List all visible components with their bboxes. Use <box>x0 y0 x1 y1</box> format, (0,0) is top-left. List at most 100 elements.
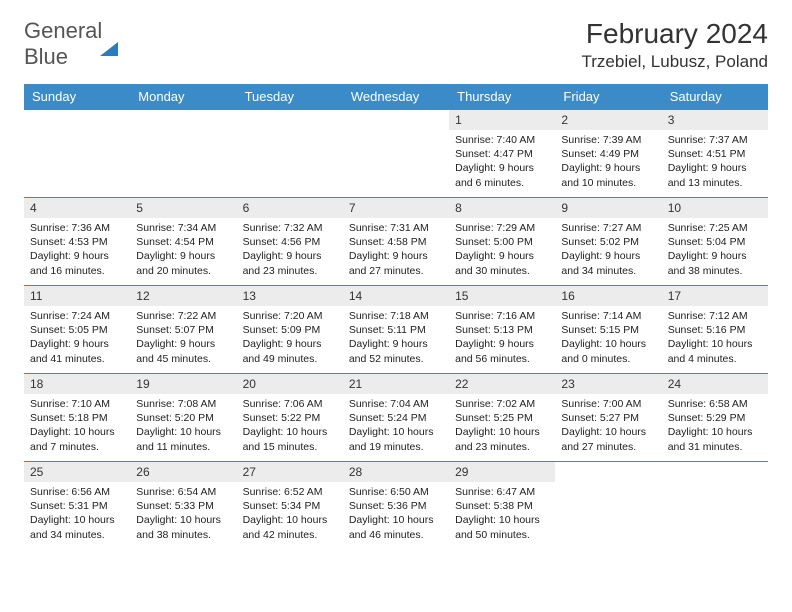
day-details: Sunrise: 7:40 AMSunset: 4:47 PMDaylight:… <box>449 130 555 196</box>
calendar-day-cell: 5Sunrise: 7:34 AMSunset: 4:54 PMDaylight… <box>130 198 236 286</box>
day-number: 1 <box>449 110 555 130</box>
calendar-day-cell <box>237 110 343 198</box>
day-number: 5 <box>130 198 236 218</box>
day-details: Sunrise: 7:10 AMSunset: 5:18 PMDaylight:… <box>24 394 130 460</box>
day-details: Sunrise: 7:16 AMSunset: 5:13 PMDaylight:… <box>449 306 555 372</box>
day-details: Sunrise: 7:20 AMSunset: 5:09 PMDaylight:… <box>237 306 343 372</box>
day-details: Sunrise: 7:04 AMSunset: 5:24 PMDaylight:… <box>343 394 449 460</box>
day-number: 20 <box>237 374 343 394</box>
page-title: February 2024 <box>582 18 768 50</box>
calendar-week-row: 4Sunrise: 7:36 AMSunset: 4:53 PMDaylight… <box>24 198 768 286</box>
day-details: Sunrise: 7:00 AMSunset: 5:27 PMDaylight:… <box>555 394 661 460</box>
calendar-day-cell <box>555 462 661 550</box>
calendar-day-cell: 17Sunrise: 7:12 AMSunset: 5:16 PMDayligh… <box>662 286 768 374</box>
logo: General Blue <box>24 18 118 70</box>
logo-text-blue: Blue <box>24 44 68 69</box>
day-details: Sunrise: 7:34 AMSunset: 4:54 PMDaylight:… <box>130 218 236 284</box>
day-number: 2 <box>555 110 661 130</box>
day-details: Sunrise: 7:39 AMSunset: 4:49 PMDaylight:… <box>555 130 661 196</box>
day-details: Sunrise: 7:29 AMSunset: 5:00 PMDaylight:… <box>449 218 555 284</box>
calendar-day-cell <box>343 110 449 198</box>
day-number: 15 <box>449 286 555 306</box>
header: General Blue February 2024 Trzebiel, Lub… <box>24 18 768 72</box>
calendar-day-cell: 7Sunrise: 7:31 AMSunset: 4:58 PMDaylight… <box>343 198 449 286</box>
day-number: 11 <box>24 286 130 306</box>
calendar-day-cell: 28Sunrise: 6:50 AMSunset: 5:36 PMDayligh… <box>343 462 449 550</box>
weekday-header: Sunday <box>24 84 130 110</box>
weekday-header: Thursday <box>449 84 555 110</box>
location-text: Trzebiel, Lubusz, Poland <box>582 52 768 72</box>
calendar-day-cell: 11Sunrise: 7:24 AMSunset: 5:05 PMDayligh… <box>24 286 130 374</box>
day-number: 29 <box>449 462 555 482</box>
logo-text-gray: General <box>24 18 102 43</box>
day-number: 10 <box>662 198 768 218</box>
day-details: Sunrise: 7:02 AMSunset: 5:25 PMDaylight:… <box>449 394 555 460</box>
day-number: 6 <box>237 198 343 218</box>
day-number: 21 <box>343 374 449 394</box>
day-details: Sunrise: 7:22 AMSunset: 5:07 PMDaylight:… <box>130 306 236 372</box>
day-number: 13 <box>237 286 343 306</box>
calendar-day-cell: 22Sunrise: 7:02 AMSunset: 5:25 PMDayligh… <box>449 374 555 462</box>
calendar-day-cell: 6Sunrise: 7:32 AMSunset: 4:56 PMDaylight… <box>237 198 343 286</box>
day-number: 23 <box>555 374 661 394</box>
calendar-day-cell: 13Sunrise: 7:20 AMSunset: 5:09 PMDayligh… <box>237 286 343 374</box>
day-details: Sunrise: 6:56 AMSunset: 5:31 PMDaylight:… <box>24 482 130 548</box>
day-details: Sunrise: 6:50 AMSunset: 5:36 PMDaylight:… <box>343 482 449 548</box>
calendar-week-row: 1Sunrise: 7:40 AMSunset: 4:47 PMDaylight… <box>24 110 768 198</box>
day-number: 4 <box>24 198 130 218</box>
day-number: 24 <box>662 374 768 394</box>
day-number: 9 <box>555 198 661 218</box>
calendar-day-cell <box>130 110 236 198</box>
day-number: 18 <box>24 374 130 394</box>
calendar-day-cell: 1Sunrise: 7:40 AMSunset: 4:47 PMDaylight… <box>449 110 555 198</box>
day-details: Sunrise: 7:24 AMSunset: 5:05 PMDaylight:… <box>24 306 130 372</box>
calendar-day-cell: 9Sunrise: 7:27 AMSunset: 5:02 PMDaylight… <box>555 198 661 286</box>
day-details: Sunrise: 6:58 AMSunset: 5:29 PMDaylight:… <box>662 394 768 460</box>
calendar-day-cell: 18Sunrise: 7:10 AMSunset: 5:18 PMDayligh… <box>24 374 130 462</box>
weekday-header: Tuesday <box>237 84 343 110</box>
calendar-day-cell: 21Sunrise: 7:04 AMSunset: 5:24 PMDayligh… <box>343 374 449 462</box>
calendar-day-cell <box>662 462 768 550</box>
day-details: Sunrise: 7:36 AMSunset: 4:53 PMDaylight:… <box>24 218 130 284</box>
day-number: 28 <box>343 462 449 482</box>
calendar-week-row: 11Sunrise: 7:24 AMSunset: 5:05 PMDayligh… <box>24 286 768 374</box>
calendar-day-cell: 23Sunrise: 7:00 AMSunset: 5:27 PMDayligh… <box>555 374 661 462</box>
calendar-day-cell: 20Sunrise: 7:06 AMSunset: 5:22 PMDayligh… <box>237 374 343 462</box>
calendar-day-cell: 4Sunrise: 7:36 AMSunset: 4:53 PMDaylight… <box>24 198 130 286</box>
day-number: 14 <box>343 286 449 306</box>
day-number: 7 <box>343 198 449 218</box>
day-number: 16 <box>555 286 661 306</box>
day-number: 17 <box>662 286 768 306</box>
day-number: 12 <box>130 286 236 306</box>
weekday-header: Monday <box>130 84 236 110</box>
day-details: Sunrise: 7:37 AMSunset: 4:51 PMDaylight:… <box>662 130 768 196</box>
day-number: 8 <box>449 198 555 218</box>
calendar-day-cell: 12Sunrise: 7:22 AMSunset: 5:07 PMDayligh… <box>130 286 236 374</box>
calendar-day-cell: 8Sunrise: 7:29 AMSunset: 5:00 PMDaylight… <box>449 198 555 286</box>
calendar-day-cell: 3Sunrise: 7:37 AMSunset: 4:51 PMDaylight… <box>662 110 768 198</box>
weekday-header-row: SundayMondayTuesdayWednesdayThursdayFrid… <box>24 84 768 110</box>
day-details: Sunrise: 7:32 AMSunset: 4:56 PMDaylight:… <box>237 218 343 284</box>
calendar-day-cell: 16Sunrise: 7:14 AMSunset: 5:15 PMDayligh… <box>555 286 661 374</box>
calendar-table: SundayMondayTuesdayWednesdayThursdayFrid… <box>24 84 768 550</box>
day-number: 26 <box>130 462 236 482</box>
day-details: Sunrise: 7:14 AMSunset: 5:15 PMDaylight:… <box>555 306 661 372</box>
weekday-header: Wednesday <box>343 84 449 110</box>
day-number: 19 <box>130 374 236 394</box>
logo-triangle-icon <box>100 25 118 56</box>
day-number: 22 <box>449 374 555 394</box>
day-number: 25 <box>24 462 130 482</box>
day-details: Sunrise: 6:54 AMSunset: 5:33 PMDaylight:… <box>130 482 236 548</box>
title-block: February 2024 Trzebiel, Lubusz, Poland <box>582 18 768 72</box>
calendar-body: 1Sunrise: 7:40 AMSunset: 4:47 PMDaylight… <box>24 110 768 550</box>
day-details: Sunrise: 7:08 AMSunset: 5:20 PMDaylight:… <box>130 394 236 460</box>
calendar-day-cell: 14Sunrise: 7:18 AMSunset: 5:11 PMDayligh… <box>343 286 449 374</box>
day-number: 3 <box>662 110 768 130</box>
calendar-day-cell: 24Sunrise: 6:58 AMSunset: 5:29 PMDayligh… <box>662 374 768 462</box>
day-details: Sunrise: 7:18 AMSunset: 5:11 PMDaylight:… <box>343 306 449 372</box>
weekday-header: Saturday <box>662 84 768 110</box>
day-details: Sunrise: 7:12 AMSunset: 5:16 PMDaylight:… <box>662 306 768 372</box>
weekday-header: Friday <box>555 84 661 110</box>
calendar-day-cell: 15Sunrise: 7:16 AMSunset: 5:13 PMDayligh… <box>449 286 555 374</box>
day-details: Sunrise: 6:52 AMSunset: 5:34 PMDaylight:… <box>237 482 343 548</box>
